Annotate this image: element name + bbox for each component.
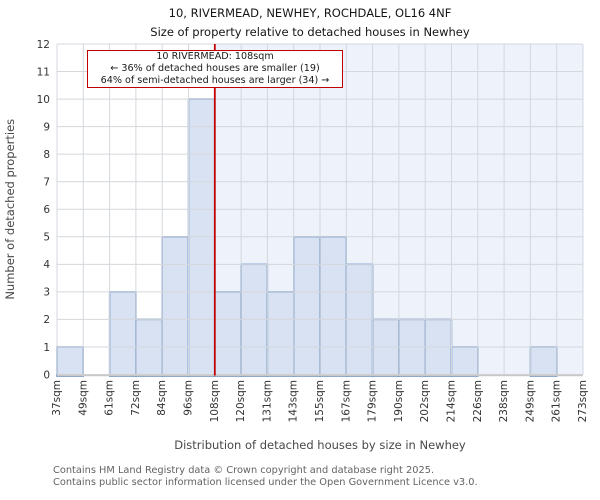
y-tick-label: 0 [43,369,50,381]
y-tick-label: 12 [37,39,50,51]
x-tick-label: 226sqm [472,380,484,422]
marker-annotation-box: 10 RIVERMEAD: 108sqm ← 36% of detached h… [87,50,343,88]
bar [319,236,347,377]
x-tick-label: 214sqm [446,380,458,422]
chart-title-block: 10, RIVERMEAD, NEWHEY, ROCHDALE, OL16 4N… [20,4,600,42]
footer-open-government-licence: Contains public sector information licen… [53,476,478,488]
x-tick-labels: 37sqm 49sqm 61sqm 72sqm 84sqm 96sqm 108sqm 120s… [51,380,589,422]
bar [371,318,400,377]
x-tick-label: 96sqm [183,380,195,416]
bar [529,346,558,377]
bar [56,346,84,377]
x-tick-label: 261sqm [551,380,563,422]
x-tick-label: 155sqm [314,380,326,422]
y-tick-label: 1 [43,342,50,354]
bar [398,318,426,377]
y-tick-label: 3 [43,287,50,299]
annotation-smaller-note: ← 36% of detached houses are smaller (19… [110,63,320,75]
x-tick-label: 131sqm [261,380,273,422]
x-tick-label: 72sqm [130,380,142,416]
bar [187,98,216,377]
annotation-property-label: 10 RIVERMEAD: 108sqm [156,51,274,63]
bar [266,291,295,377]
chart-subtitle: Size of property relative to detached ho… [150,25,470,39]
x-tick-label: 61sqm [104,380,116,416]
bar [240,263,269,377]
y-tick-label: 7 [43,177,50,189]
chart-title: 10, RIVERMEAD, NEWHEY, ROCHDALE, OL16 4N… [168,6,452,20]
x-tick-label: 273sqm [577,380,589,422]
x-tick-label: 49sqm [77,380,89,416]
bar [108,291,137,377]
x-tick-label: 238sqm [498,380,510,422]
x-tick-label: 84sqm [156,380,168,416]
y-tick-label: 9 [43,121,50,133]
bar [424,318,453,377]
x-tick-label: 108sqm [209,380,221,422]
y-tick-label: 8 [43,149,50,161]
annotation-larger-note: 64% of semi-detached houses are larger (… [100,74,330,86]
y-tick-label: 2 [43,314,50,326]
footer-hm-land-registry: Contains HM Land Registry data © Crown c… [53,465,435,476]
y-tick-label: 4 [43,259,50,271]
bar [345,263,374,377]
y-tick-label: 5 [43,232,50,244]
x-tick-label: 249sqm [524,380,536,422]
x-tick-label: 37sqm [51,380,63,416]
x-axis-title: Distribution of detached houses by size … [174,438,466,452]
gridlines [56,43,584,375]
x-tick-label: 120sqm [235,380,247,422]
y-axis-title: Number of detached properties [3,119,17,300]
x-tick-label: 179sqm [367,380,379,422]
x-tick-label: 143sqm [288,380,300,422]
bar [135,318,163,377]
license-footer: Contains HM Land Registry data © Crown c… [53,465,478,488]
y-tick-label: 10 [37,94,50,106]
y-tick-label: 6 [43,204,50,216]
x-tick-label: 167sqm [340,380,352,422]
x-tick-label: 190sqm [393,380,405,422]
bar [450,346,479,377]
bar [161,236,190,377]
x-tick-label: 202sqm [419,380,431,422]
bar [214,291,242,377]
bar [293,236,321,377]
y-tick-label: 11 [37,66,50,78]
